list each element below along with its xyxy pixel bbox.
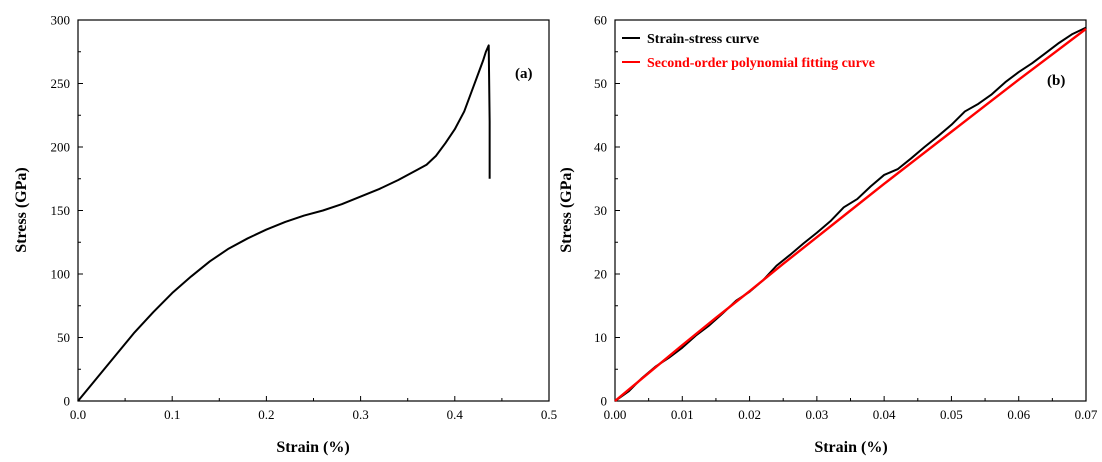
x-tick-label: 0.05 xyxy=(940,407,963,422)
y-tick-label: 40 xyxy=(594,140,607,155)
y-tick-label: 150 xyxy=(51,203,71,218)
y-tick-label: 20 xyxy=(594,267,607,282)
series-line-stress-curve xyxy=(77,44,491,402)
x-tick-label: 0.2 xyxy=(258,407,274,422)
y-axis-title: Stress (GPa) xyxy=(558,167,575,252)
x-tick-label: 0.04 xyxy=(873,407,896,422)
x-ticks: 0.0 0.1 0.2 0.3 0.4 0.5 xyxy=(70,396,557,422)
x-tick-label: 0.1 xyxy=(164,407,180,422)
y-tick-label: 250 xyxy=(51,76,71,91)
series-line-strain-stress-curve xyxy=(614,26,1087,402)
x-tick-label: 0.3 xyxy=(352,407,368,422)
x-tick-label: 0.5 xyxy=(541,407,557,422)
panel-label: (b) xyxy=(1047,73,1065,89)
y-tick-label: 300 xyxy=(51,13,71,28)
y-tick-label: 200 xyxy=(51,140,71,155)
panel-label: (a) xyxy=(515,66,533,82)
y-axis-title: Stress (GPa) xyxy=(13,167,30,252)
x-axis-title: Strain (%) xyxy=(814,439,887,456)
x-tick-label: 0.0 xyxy=(70,407,86,422)
y-ticks: 0 50 100 150 200 250 300 xyxy=(51,13,83,409)
x-tick-label: 0.06 xyxy=(1007,407,1030,422)
legend-label: Strain-stress curve xyxy=(647,32,759,47)
legend-label: Second-order polynomial fitting curve xyxy=(647,56,875,71)
x-tick-label: 0.00 xyxy=(604,407,627,422)
y-tick-label: 50 xyxy=(57,330,70,345)
legend: Strain-stress curve Second-order polynom… xyxy=(622,32,875,71)
x-tick-label: 0.01 xyxy=(671,407,694,422)
series-group xyxy=(614,26,1087,402)
y-tick-label: 0 xyxy=(64,394,71,409)
y-tick-label: 30 xyxy=(594,203,607,218)
y-ticks: 0 10 20 30 40 50 60 xyxy=(594,13,620,409)
y-tick-label: 50 xyxy=(594,76,607,91)
x-tick-label: 0.07 xyxy=(1075,407,1098,422)
y-tick-label: 60 xyxy=(594,13,607,28)
panel-b: 0.00 0.01 0.02 0.03 0.04 0.05 0.06 0.07 0 10 20 30… xyxy=(558,13,1098,457)
series-group xyxy=(77,44,491,402)
y-tick-label: 10 xyxy=(594,330,607,345)
x-axis-title: Strain (%) xyxy=(276,439,349,456)
y-tick-label: 100 xyxy=(51,267,71,282)
y-tick-label: 0 xyxy=(601,394,608,409)
series-line-second-order-polynomial-fitting-curve xyxy=(614,27,1087,402)
x-tick-label: 0.4 xyxy=(447,407,464,422)
x-tick-label: 0.02 xyxy=(738,407,761,422)
x-tick-label: 0.03 xyxy=(805,407,828,422)
panel-a: 0.0 0.1 0.2 0.3 0.4 0.5 0 50 100 150 200 250 300 (a… xyxy=(13,13,557,457)
plot-frame xyxy=(77,19,550,402)
x-ticks: 0.00 0.01 0.02 0.03 0.04 0.05 0.06 0.07 xyxy=(604,396,1098,422)
